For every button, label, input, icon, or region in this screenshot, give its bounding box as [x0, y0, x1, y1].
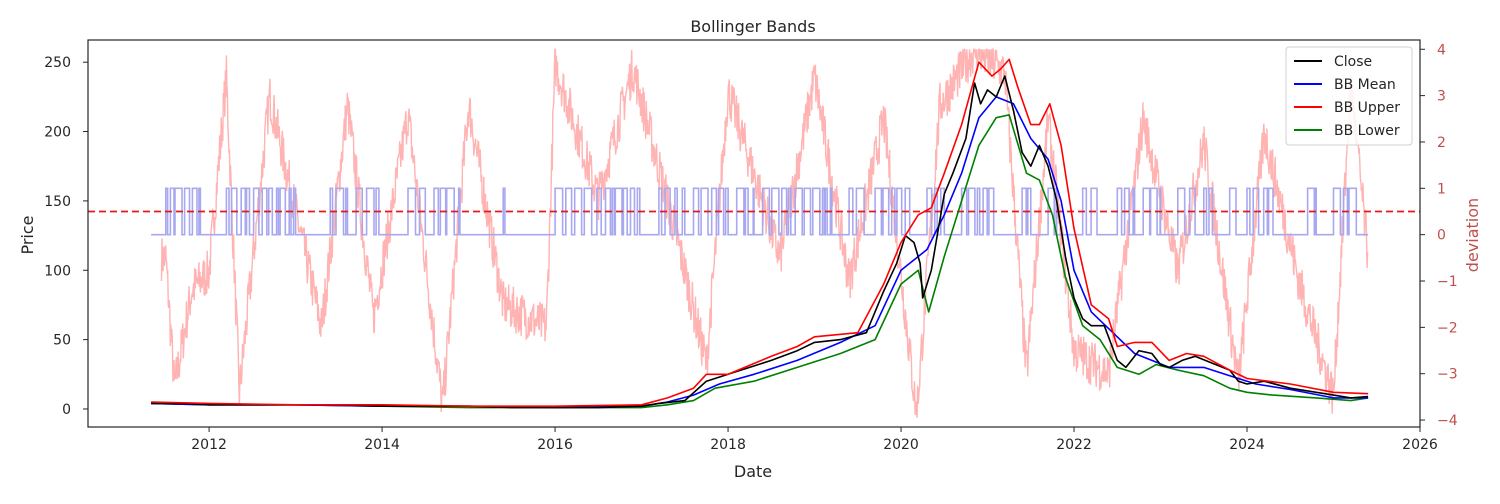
axes-layer: 2012 2014 2016 2018 2020 2022 2024 202605010015…	[44, 39, 1458, 453]
y-tick-label: 50	[53, 333, 71, 349]
series-close	[151, 75, 1369, 409]
y-tick-label: 150	[44, 194, 71, 210]
x-tick-label: 2012	[191, 437, 227, 453]
legend-box	[1285, 46, 1413, 146]
x-tick-label: 2016	[537, 437, 573, 453]
y2-tick-label: −1	[1437, 274, 1458, 290]
y-tick-label: 100	[44, 263, 71, 279]
legend-label-bb-lower: BB Lower	[1334, 123, 1400, 139]
y-tick-label: 0	[62, 402, 71, 418]
price-series-layer	[151, 58, 1369, 409]
legend: Close BB Mean BB Upper BB Lower	[1285, 46, 1413, 146]
y2-tick-label: 0	[1437, 228, 1446, 244]
y2-tick-label: −3	[1437, 367, 1458, 383]
y2-tick-label: 3	[1437, 89, 1446, 105]
x-tick-label: 2018	[710, 437, 746, 453]
legend-label-bb-mean: BB Mean	[1334, 77, 1396, 93]
plot-frame	[87, 39, 1421, 428]
y2-axis-label: deviation	[1463, 198, 1482, 272]
series-bb-upper	[151, 58, 1369, 407]
x-tick-label: 2026	[1402, 437, 1438, 453]
x-axis-label: Date	[734, 462, 772, 481]
x-tick-label: 2022	[1056, 437, 1092, 453]
y-axis-label: Price	[18, 215, 37, 254]
y-tick-label: 200	[44, 125, 71, 141]
y2-tick-label: −4	[1437, 413, 1458, 429]
y2-tick-label: 2	[1437, 135, 1446, 151]
x-tick-label: 2014	[364, 437, 400, 453]
y2-tick-label: 1	[1437, 181, 1446, 197]
series-bb-lower	[151, 114, 1369, 409]
legend-label-bb-upper: BB Upper	[1334, 100, 1400, 116]
chart-title: Bollinger Bands	[690, 17, 815, 36]
y2-tick-label: 4	[1437, 42, 1446, 58]
x-tick-label: 2020	[883, 437, 919, 453]
x-tick-label: 2024	[1229, 437, 1265, 453]
y-tick-label: 250	[44, 55, 71, 71]
legend-label-close: Close	[1334, 54, 1372, 70]
y2-tick-label: −2	[1437, 320, 1458, 336]
